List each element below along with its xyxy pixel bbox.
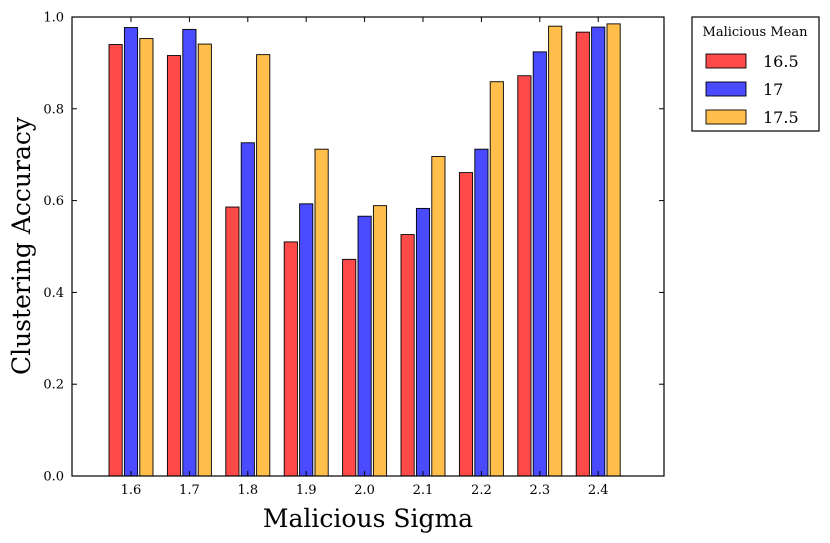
bar-17-sigma-2-2	[474, 148, 489, 477]
bar-17-sigma-2-0	[357, 215, 372, 477]
bar-16-5-sigma-1-6	[108, 44, 123, 477]
bar-17-sigma-1-6	[123, 27, 139, 477]
y-tick-label: 1.0	[43, 11, 64, 26]
bar-17-5-sigma-2-1	[431, 156, 446, 477]
bar-17-sigma-1-8	[240, 142, 255, 477]
x-tick-label: 2.0	[354, 483, 375, 498]
bar-16-5-sigma-1-7	[166, 55, 182, 477]
bar-17-sigma-2-1	[415, 207, 431, 477]
y-tick-label: 0.6	[43, 194, 64, 209]
bar-16-5-sigma-1-9	[283, 241, 298, 477]
x-tick-label: 2.3	[529, 483, 550, 498]
bar-17-sigma-2-4	[591, 26, 606, 477]
bar-16-5-sigma-2-0	[342, 258, 357, 477]
bar-17-sigma-2-3	[532, 51, 547, 477]
y-axis-title: Clustering Accuracy	[7, 116, 36, 375]
bar-17-5-sigma-2-0	[372, 205, 388, 477]
bar-16-5-sigma-2-1	[400, 234, 415, 477]
bars-layer	[108, 23, 621, 477]
y-tick-label: 0.8	[43, 102, 64, 117]
bar-17-sigma-1-9	[299, 203, 314, 477]
bar-17-5-sigma-1-6	[139, 38, 154, 477]
legend-swatch-16-5	[705, 53, 747, 69]
legend-label-16-5: 16.5	[763, 52, 799, 71]
x-tick-label: 1.7	[179, 483, 200, 498]
bar-17-5-sigma-2-2	[489, 81, 504, 477]
legend-swatch-17-5	[705, 109, 747, 125]
bar-17-sigma-1-7	[182, 28, 197, 477]
bar-17-5-sigma-2-4	[606, 23, 621, 477]
y-tick-label: 0.4	[43, 286, 64, 301]
legend-title: Malicious Mean	[703, 25, 809, 40]
x-tick-label: 1.9	[296, 483, 317, 498]
y-tick-label: 0.2	[43, 378, 64, 393]
plot-frame	[71, 16, 665, 477]
bar-17-5-sigma-1-7	[197, 43, 212, 477]
bar-16-5-sigma-2-3	[517, 75, 532, 477]
bar-17-5-sigma-1-9	[314, 148, 329, 477]
x-tick-label: 1.6	[121, 483, 142, 498]
x-axis-title: Malicious Sigma	[263, 504, 473, 533]
bar-16-5-sigma-2-4	[575, 31, 590, 477]
x-tick-label: 2.4	[588, 483, 609, 498]
bar-16-5-sigma-1-8	[225, 206, 240, 477]
legend: Malicious Mean 16.5 17 17.5	[691, 16, 820, 132]
y-tick-label: 0.0	[43, 470, 64, 485]
legend-items: 16.5 17 17.5	[705, 52, 799, 127]
bar-17-5-sigma-2-3	[548, 25, 563, 477]
legend-label-17-5: 17.5	[763, 108, 799, 127]
bar-16-5-sigma-2-2	[458, 172, 474, 477]
x-tick-label: 1.8	[237, 483, 258, 498]
bar-17-5-sigma-1-8	[256, 54, 271, 477]
legend-label-17: 17	[763, 80, 783, 99]
x-tick-label: 2.2	[471, 483, 492, 498]
ticks-layer: 1.6 1.7 1.8 1.9 2.0 2.1 2.2 2.3 2.4 0.0 0.2 0.4 0.6 0…	[43, 11, 664, 498]
legend-swatch-17	[705, 81, 747, 97]
x-tick-label: 2.1	[413, 483, 434, 498]
